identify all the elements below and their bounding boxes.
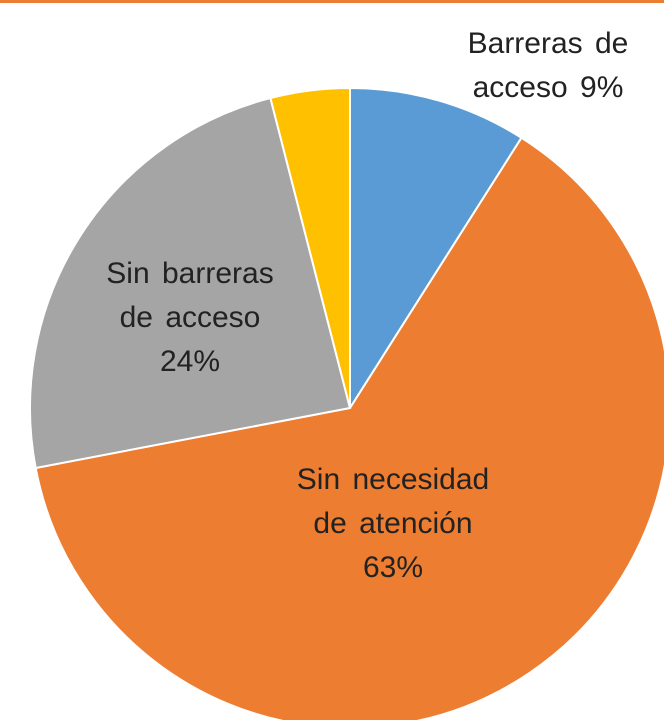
slice-label: Sin necesidad de atención 63% xyxy=(293,458,493,590)
slice-label: Barreras de acceso 9% xyxy=(443,22,653,110)
slice-label: Sin barreras de acceso 24% xyxy=(100,252,280,384)
pie-slice xyxy=(34,136,664,720)
category-label: Barreras de acceso xyxy=(467,27,629,104)
category-label: Sin necesidad de atención xyxy=(296,463,490,540)
value-label: 63% xyxy=(362,551,424,584)
pie-slice xyxy=(349,86,523,412)
pie-slice xyxy=(269,86,351,409)
value-label: 9% xyxy=(580,71,624,104)
pie-slice xyxy=(29,96,352,470)
category-label: Sin barreras de acceso xyxy=(106,257,274,334)
top-border xyxy=(0,0,664,3)
value-label: 24% xyxy=(159,345,221,378)
